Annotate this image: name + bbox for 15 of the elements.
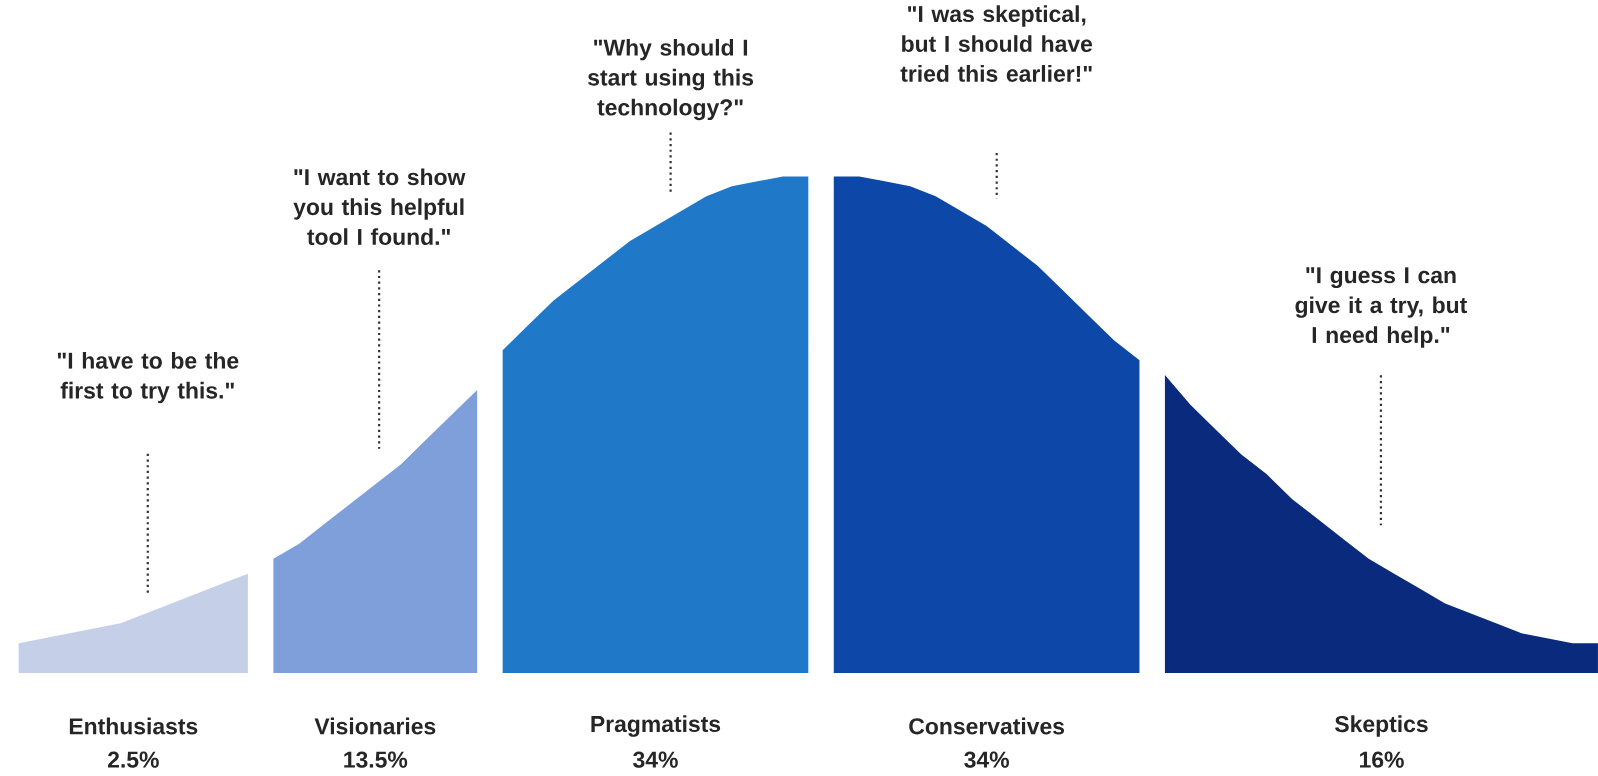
series-label: Conservatives (909, 717, 1065, 735)
text: 2.5% (107, 751, 159, 768)
text: 13.5% (344, 751, 408, 768)
text: "Why should I start using this technology?" (588, 38, 754, 121)
text: 34% (964, 751, 1009, 768)
annotation: "I have to be the first to try this." (57, 351, 239, 404)
series-label: Skeptics (1335, 715, 1428, 737)
annotation: "I guess I can give it a try, but I need help." (1295, 267, 1467, 348)
annotation: "I want to show you this helpful tool I found." (293, 168, 466, 246)
series-label: Visionaries (314, 717, 436, 735)
text: 16% (1359, 751, 1404, 768)
series-label: Enthusiasts (69, 717, 198, 735)
series-label: Pragmatists (591, 715, 721, 737)
text: "I was skeptical, but I should have tried this earlier!" (900, 5, 1093, 82)
text: 34% (633, 751, 678, 768)
